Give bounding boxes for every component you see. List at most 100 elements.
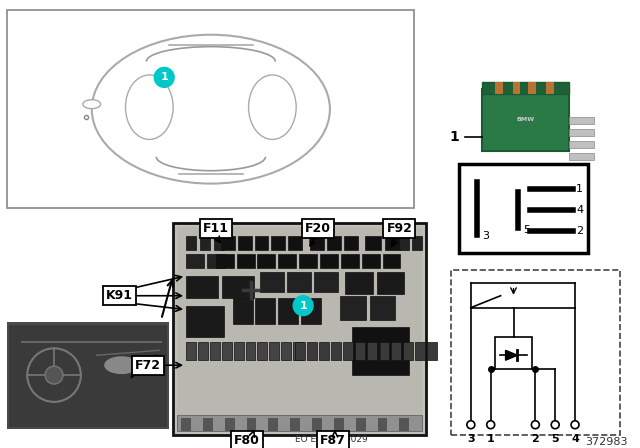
Bar bbox=[225, 418, 235, 431]
Ellipse shape bbox=[92, 35, 330, 184]
Text: F80: F80 bbox=[234, 434, 259, 447]
Bar bbox=[378, 418, 387, 431]
Bar bbox=[278, 298, 298, 323]
Bar bbox=[10, 324, 167, 426]
Text: 4: 4 bbox=[576, 205, 583, 215]
Bar bbox=[403, 342, 413, 360]
Bar bbox=[367, 342, 376, 360]
Bar bbox=[383, 254, 401, 268]
Bar bbox=[207, 254, 225, 268]
Circle shape bbox=[571, 421, 579, 429]
Bar bbox=[214, 236, 224, 250]
Bar bbox=[547, 82, 554, 94]
Bar bbox=[310, 236, 324, 250]
Text: 1: 1 bbox=[487, 434, 495, 444]
Bar bbox=[362, 254, 380, 268]
Bar bbox=[376, 272, 404, 294]
Text: F20: F20 bbox=[305, 222, 331, 235]
Bar bbox=[569, 129, 594, 136]
Bar bbox=[216, 254, 234, 268]
Bar bbox=[186, 342, 196, 360]
Text: 2: 2 bbox=[531, 434, 540, 444]
Bar bbox=[415, 342, 425, 360]
Bar bbox=[255, 298, 275, 323]
Text: 1: 1 bbox=[300, 301, 307, 310]
Bar bbox=[482, 89, 569, 151]
Bar bbox=[385, 236, 401, 250]
Bar bbox=[365, 236, 381, 250]
Bar bbox=[569, 141, 594, 148]
Bar bbox=[186, 236, 196, 250]
Bar bbox=[8, 322, 169, 429]
Bar bbox=[203, 418, 213, 431]
Text: 372983: 372983 bbox=[585, 437, 628, 447]
Bar bbox=[271, 236, 285, 250]
Bar bbox=[278, 254, 296, 268]
Bar bbox=[200, 236, 210, 250]
Bar bbox=[8, 10, 414, 208]
Bar bbox=[352, 327, 410, 375]
Bar bbox=[268, 418, 278, 431]
Bar bbox=[320, 254, 338, 268]
Text: 5: 5 bbox=[524, 225, 531, 235]
Bar bbox=[459, 164, 588, 253]
Bar bbox=[221, 276, 253, 298]
Bar bbox=[246, 342, 255, 360]
Text: 2: 2 bbox=[576, 226, 583, 236]
Bar bbox=[186, 306, 224, 337]
Bar bbox=[257, 254, 275, 268]
Bar bbox=[257, 342, 268, 360]
Bar bbox=[312, 418, 322, 431]
Ellipse shape bbox=[248, 75, 296, 139]
Circle shape bbox=[293, 296, 313, 315]
Circle shape bbox=[467, 421, 475, 429]
Bar bbox=[260, 272, 284, 292]
Bar bbox=[186, 254, 204, 268]
Circle shape bbox=[551, 421, 559, 429]
Bar bbox=[314, 272, 338, 292]
Bar bbox=[307, 342, 317, 360]
Bar bbox=[569, 117, 594, 124]
Bar bbox=[186, 276, 218, 298]
Bar bbox=[370, 296, 396, 319]
Bar bbox=[221, 236, 235, 250]
Bar bbox=[334, 418, 344, 431]
Text: 1: 1 bbox=[449, 130, 459, 144]
Bar bbox=[198, 342, 208, 360]
Bar bbox=[340, 296, 365, 319]
Bar bbox=[173, 223, 426, 435]
Bar bbox=[451, 270, 620, 435]
Bar bbox=[399, 418, 410, 431]
Bar bbox=[380, 342, 390, 360]
Circle shape bbox=[154, 68, 174, 87]
Circle shape bbox=[531, 421, 540, 429]
Text: 4: 4 bbox=[571, 434, 579, 444]
Bar bbox=[529, 82, 536, 94]
Text: 1: 1 bbox=[161, 73, 168, 82]
Text: F11: F11 bbox=[203, 222, 229, 235]
Ellipse shape bbox=[125, 75, 173, 139]
Text: EO E91 61 0029: EO E91 61 0029 bbox=[295, 435, 367, 444]
Ellipse shape bbox=[104, 356, 139, 374]
Bar bbox=[177, 415, 422, 431]
Bar bbox=[327, 236, 341, 250]
Bar bbox=[495, 337, 532, 369]
Bar bbox=[482, 82, 569, 94]
Polygon shape bbox=[506, 350, 518, 360]
Bar bbox=[177, 227, 422, 431]
Bar bbox=[343, 342, 353, 360]
Bar bbox=[412, 236, 422, 250]
Bar bbox=[282, 342, 291, 360]
Bar bbox=[331, 342, 341, 360]
Bar bbox=[392, 342, 401, 360]
Text: 5: 5 bbox=[552, 434, 559, 444]
Bar bbox=[341, 254, 358, 268]
Bar bbox=[255, 236, 268, 250]
Circle shape bbox=[45, 366, 63, 384]
Bar bbox=[355, 342, 365, 360]
Bar bbox=[378, 342, 388, 360]
Bar bbox=[293, 342, 303, 360]
Bar bbox=[290, 418, 300, 431]
Text: F87: F87 bbox=[320, 434, 346, 447]
Text: F72: F72 bbox=[135, 359, 161, 372]
